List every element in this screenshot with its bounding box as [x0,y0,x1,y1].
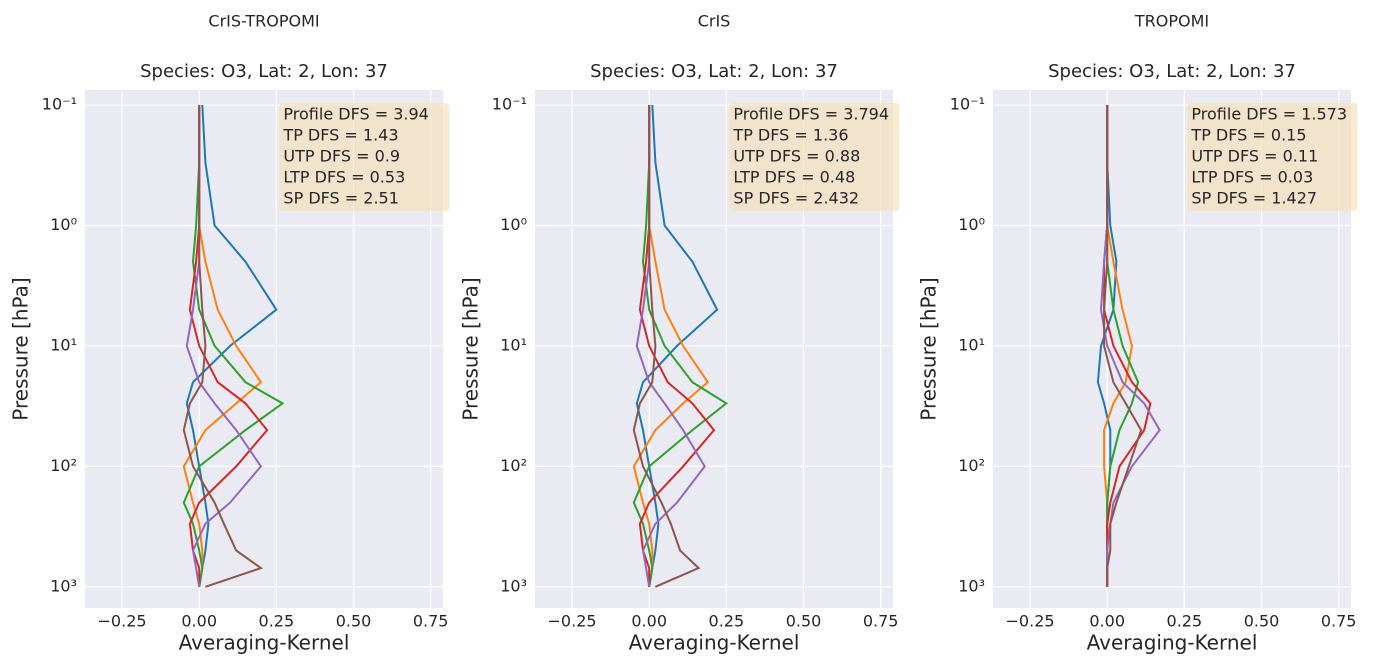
annotation-line: SP DFS = 1.427 [1191,189,1317,208]
x-tick-label: 0.75 [863,612,899,631]
x-tick-label: 0.25 [259,612,295,631]
kernel-line [1099,105,1161,587]
x-tick-label: 0.25 [709,612,745,631]
panel: −0.25 0.00 0.25 0.50 0.75 10⁻¹ 10⁰ 10¹ 10² 10³ Pro… [9,12,450,655]
annotation-box [1187,103,1358,211]
kernel-line [1103,105,1143,587]
x-axis-label: Averaging-Kernel [1087,631,1258,655]
y-tick-label: 10¹ [958,335,985,354]
x-tick-label: 0.50 [1244,612,1280,631]
panel: −0.25 0.00 0.25 0.50 0.75 10⁻¹ 10⁰ 10¹ 10² 10³ Pro… [459,12,900,655]
x-tick-label: 0.00 [181,612,217,631]
kernel-line [632,105,701,588]
y-tick-label: 10⁻¹ [492,95,527,114]
annotation-line: TP DFS = 1.36 [732,126,848,145]
y-tick-label: 10⁻¹ [950,95,985,114]
y-tick-label: 10⁰ [958,215,985,234]
panel: −0.25 0.00 0.25 0.50 0.75 10⁻¹ 10⁰ 10¹ 10² 10³ Pro… [917,12,1358,655]
y-tick-label: 10³ [500,576,527,595]
chart-title: TROPOMI [1134,12,1209,31]
annotation-line: Profile DFS = 1.573 [1191,105,1347,124]
annotation-line: Profile DFS = 3.794 [733,105,889,124]
x-tick-label: −0.25 [548,612,597,631]
x-axis-label: Averaging-Kernel [179,631,350,655]
kernel-line [638,105,716,587]
annotation-line: LTP DFS = 0.48 [733,168,855,187]
x-tick-label: 0.75 [1321,612,1357,631]
kernel-line [635,104,719,587]
chart-title: CrIS [698,12,731,31]
y-tick-label: 10² [958,456,985,475]
y-tick-label: 10² [500,456,527,475]
annotation-box [729,103,900,211]
y-axis-label: Pressure [hPa] [917,277,941,420]
y-tick-label: 10³ [958,576,985,595]
y-tick-label: 10⁰ [500,215,527,234]
y-axis-label: Pressure [hPa] [459,277,483,420]
annotation-line: Profile DFS = 3.94 [283,105,428,124]
y-tick-label: 10³ [50,576,77,595]
x-tick-label: 0.50 [336,612,372,631]
x-tick-label: −0.25 [1006,612,1055,631]
annotation-line: UTP DFS = 0.88 [733,147,860,166]
y-tick-label: 10¹ [500,335,527,354]
chart-subtitle: Species: O3, Lat: 2, Lon: 37 [1048,61,1296,82]
annotation-line: LTP DFS = 0.53 [283,168,405,187]
kernel-line [188,105,269,587]
annotation-line: UTP DFS = 0.9 [283,147,400,166]
kernel-line [182,105,264,588]
kernel-line [632,105,710,587]
y-axis-label: Pressure [hPa] [9,277,33,420]
x-axis-label: Averaging-Kernel [629,631,800,655]
chart-title: CrIS-TROPOMI [208,12,319,31]
x-tick-label: 0.50 [786,612,822,631]
kernel-line [185,104,278,587]
annotation-line: TP DFS = 1.43 [282,126,398,145]
annotation-box [279,103,450,211]
annotation-line: SP DFS = 2.432 [733,189,859,208]
kernel-line [182,105,263,587]
annotation-line: SP DFS = 2.51 [283,189,399,208]
x-tick-label: 0.00 [1089,612,1125,631]
annotation-line: TP DFS = 0.15 [1190,126,1306,145]
x-tick-label: 0.25 [1167,612,1203,631]
annotation-line: LTP DFS = 0.03 [1191,168,1313,187]
y-tick-label: 10⁻¹ [42,95,77,114]
y-tick-label: 10¹ [50,335,77,354]
x-tick-label: 0.75 [413,612,449,631]
y-tick-label: 10⁰ [50,215,77,234]
x-tick-label: 0.00 [631,612,667,631]
chart-subtitle: Species: O3, Lat: 2, Lon: 37 [140,61,388,82]
annotation-line: UTP DFS = 0.11 [1191,147,1318,166]
chart-subtitle: Species: O3, Lat: 2, Lon: 37 [590,61,838,82]
x-tick-label: −0.25 [98,612,147,631]
y-tick-label: 10² [50,456,77,475]
